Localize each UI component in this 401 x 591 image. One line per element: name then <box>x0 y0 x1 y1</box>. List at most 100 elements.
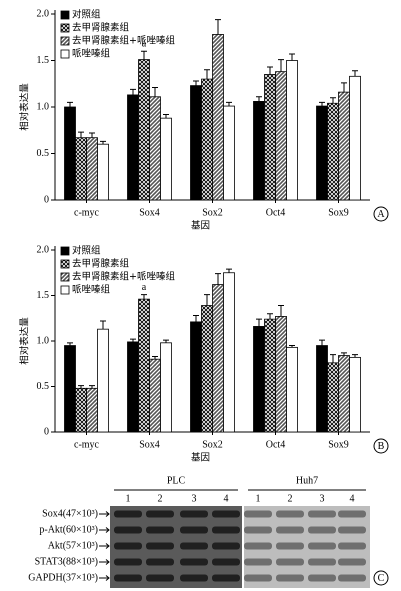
y-tick-label: 2.0 <box>37 244 50 255</box>
error-bar <box>163 113 169 119</box>
lane-label: 1 <box>126 493 131 504</box>
bar <box>264 74 276 201</box>
y-axis-label: 相对表达量 <box>19 317 31 365</box>
bar <box>327 362 339 433</box>
error-bar <box>256 318 262 327</box>
error-bar <box>226 268 232 273</box>
error-bar <box>141 50 147 60</box>
bar <box>127 341 139 433</box>
panel-label: C <box>378 573 385 584</box>
bar <box>201 305 213 433</box>
error-bar <box>89 385 95 389</box>
bar <box>223 105 235 201</box>
error-bar <box>100 140 106 145</box>
error-bar <box>289 53 295 61</box>
bar <box>75 137 87 201</box>
y-tick-label: 1.5 <box>37 55 50 66</box>
y-tick-label: 0 <box>44 194 49 205</box>
bar <box>190 321 202 433</box>
row-label: p-Akt(60×10³) <box>39 524 98 535</box>
legend-swatch <box>60 10 70 20</box>
panel-label: B <box>378 441 385 452</box>
x-tick-label: Sox9 <box>328 439 349 450</box>
blot-band <box>212 510 240 518</box>
x-tick-label: Sox4 <box>139 439 160 450</box>
bar <box>75 387 87 433</box>
blot-band <box>308 510 336 518</box>
bar <box>349 75 361 201</box>
bar <box>349 356 361 433</box>
blot-band <box>180 526 208 534</box>
row-arrow <box>99 511 110 517</box>
blot-band <box>338 558 366 566</box>
x-axis-label: 基因 <box>191 452 210 464</box>
error-bar <box>141 294 147 300</box>
bar <box>138 298 150 433</box>
legend-label: 对照组 <box>72 9 101 21</box>
error-bar <box>256 96 262 102</box>
bar <box>86 387 98 433</box>
error-bar <box>341 352 347 356</box>
annotation: a <box>142 282 147 293</box>
bar <box>97 143 109 201</box>
bar <box>86 137 98 201</box>
y-tick-label: 1.5 <box>37 290 50 301</box>
x-tick-label: Sox4 <box>139 207 160 218</box>
bar <box>275 316 287 433</box>
bar <box>160 342 172 433</box>
error-bar <box>267 313 273 320</box>
error-bar <box>89 132 95 138</box>
blot-band <box>212 542 240 550</box>
group-label: PLC <box>167 475 186 486</box>
x-tick-label: Sox9 <box>328 207 349 218</box>
error-bar <box>193 80 199 86</box>
lane-label: 3 <box>320 493 325 504</box>
blot-band <box>212 574 240 582</box>
blot-band <box>146 558 174 566</box>
error-bar <box>352 70 358 77</box>
bar <box>201 78 213 201</box>
row-arrow <box>99 543 110 549</box>
bar <box>138 59 150 201</box>
y-axis-label: 相对表达量 <box>19 83 31 131</box>
legend-label: 去甲肾腺素组 <box>72 258 130 270</box>
legend-swatch <box>60 246 70 256</box>
error-bar <box>78 131 84 138</box>
bar <box>64 345 76 433</box>
error-bar <box>152 86 158 97</box>
bar <box>223 272 235 433</box>
panel-label: A <box>377 209 385 220</box>
legend-swatch <box>60 36 70 46</box>
blot-band <box>146 542 174 550</box>
bar <box>97 328 109 433</box>
annotation: a <box>142 38 147 49</box>
error-bar <box>267 66 273 75</box>
blot-band <box>114 574 142 582</box>
error-bar <box>278 59 284 72</box>
blot-band <box>180 510 208 518</box>
blot-band <box>180 574 208 582</box>
blot-band <box>244 542 272 550</box>
error-bar <box>215 19 221 35</box>
error-bar <box>352 354 358 358</box>
x-tick-label: c-myc <box>74 207 100 218</box>
blot-band <box>244 526 272 534</box>
bar <box>64 106 76 201</box>
y-tick-label: 0.5 <box>37 148 50 159</box>
y-tick-label: 0.5 <box>37 381 50 392</box>
row-label: STAT3(88×10³) <box>35 556 98 567</box>
error-bar <box>152 355 158 360</box>
panel-badge <box>373 438 389 454</box>
blot-band <box>338 526 366 534</box>
error-bar <box>100 320 106 330</box>
bar <box>286 60 298 201</box>
legend-label: 对照组 <box>72 245 101 257</box>
row-arrow <box>99 559 110 565</box>
error-bar <box>130 88 136 95</box>
bar <box>316 105 328 201</box>
legend-swatch <box>60 259 70 269</box>
bar <box>253 326 265 433</box>
blot-band <box>276 558 304 566</box>
legend-label: 去甲肾腺素组 <box>72 22 130 34</box>
